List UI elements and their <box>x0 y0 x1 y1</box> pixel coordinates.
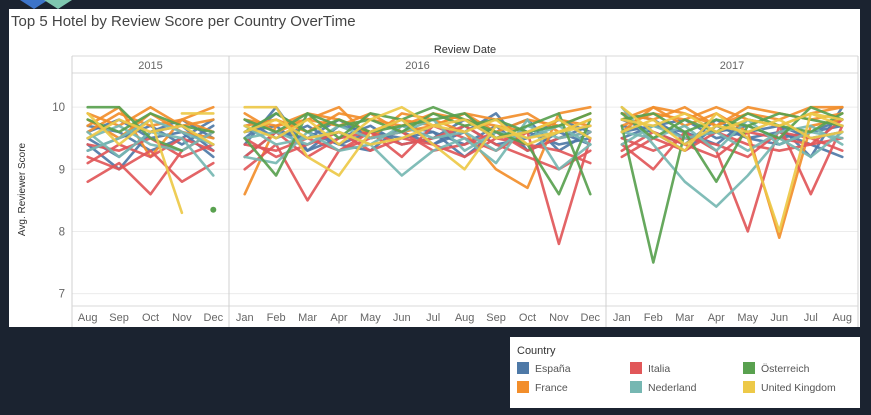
year-header-2016: 2016 <box>405 60 429 72</box>
legend-label: Österreich <box>761 363 810 375</box>
series-line <box>620 130 844 159</box>
x-tick-label: Apr <box>708 312 725 324</box>
x-tick-label: Oct <box>519 312 536 324</box>
x-tick-label: Nov <box>172 312 192 324</box>
series-line <box>86 136 215 165</box>
top-strip <box>0 0 871 9</box>
series-line <box>86 124 215 152</box>
legend-label: Nederland <box>648 382 697 394</box>
series-line <box>86 118 215 146</box>
y-tick-label: 8 <box>59 226 65 238</box>
legend-panel: Country España France Italia Nederland Ö… <box>510 337 860 408</box>
decor-triangle-teal <box>44 0 72 9</box>
legend-swatch <box>517 381 529 393</box>
series-line <box>620 118 844 146</box>
series-line <box>243 118 592 146</box>
year-header-2015: 2015 <box>138 60 162 72</box>
x-tick-label: Oct <box>142 312 159 324</box>
legend-item-nederland[interactable]: Nederland <box>630 381 696 394</box>
x-tick-label: Nov <box>549 312 569 324</box>
y-tick-label: 10 <box>52 102 65 114</box>
y-axis-label: Avg. Reviewer Score <box>17 142 28 236</box>
chart-svg: Review Date Avg. Reviewer Score 7 8 9 10 2015 A… <box>17 44 859 327</box>
series-line <box>620 124 844 152</box>
legend-label: United Kingdom <box>761 382 836 394</box>
x-tick-label: May <box>360 312 381 324</box>
x-tick-label: Jul <box>804 312 818 324</box>
x-tick-label: Sep <box>109 312 129 324</box>
chart-title: Top 5 Hotel by Review Score per Country … <box>11 13 356 30</box>
legend-swatch <box>743 381 755 393</box>
series-line <box>620 105 844 208</box>
legend-title: Country <box>517 345 556 357</box>
x-tick-label: Dec <box>581 312 601 324</box>
x-tick-label: Mar <box>298 312 317 324</box>
y-tick-label: 7 <box>59 289 65 301</box>
legend-item-france[interactable]: France <box>517 381 568 394</box>
legend-label: Italia <box>648 363 671 375</box>
x-tick-label: Jun <box>393 312 411 324</box>
legend-item-osterreich[interactable]: Österreich <box>743 362 809 375</box>
x-tick-label: Jan <box>236 312 254 324</box>
x-tick-label: Mar <box>675 312 694 324</box>
x-tick-label: Aug <box>78 312 98 324</box>
series-point <box>210 206 217 213</box>
x-tick-label: Jul <box>426 312 440 324</box>
legend-item-italia[interactable]: Italia <box>630 362 670 375</box>
x-tick-label: Aug <box>455 312 475 324</box>
legend-label: France <box>535 382 568 394</box>
series-line <box>620 112 844 134</box>
legend-swatch <box>743 362 755 374</box>
legend-swatch <box>630 381 642 393</box>
series-line <box>86 149 215 183</box>
x-tick-label: Dec <box>204 312 224 324</box>
x-tick-label: Aug <box>832 312 852 324</box>
series-line <box>620 105 844 264</box>
legend-label: España <box>535 363 571 375</box>
y-tick-label: 9 <box>59 164 65 176</box>
x-tick-label: May <box>737 312 758 324</box>
x-tick-label: Jun <box>770 312 788 324</box>
x-tick-label: Apr <box>330 312 347 324</box>
series-line <box>86 105 215 128</box>
x-tick-label: Jan <box>613 312 631 324</box>
year-header-2017: 2017 <box>720 60 744 72</box>
series-line <box>243 105 592 146</box>
series-line <box>86 112 215 134</box>
legend-item-espana[interactable]: España <box>517 362 571 375</box>
legend-swatch <box>517 362 529 374</box>
legend-item-united-kingdom[interactable]: United Kingdom <box>743 381 836 394</box>
chart-panel: Top 5 Hotel by Review Score per Country … <box>9 9 860 327</box>
x-tick-label: Feb <box>267 312 286 324</box>
x-tick-label: Sep <box>486 312 506 324</box>
legend-swatch <box>630 362 642 374</box>
decor-triangle-blue <box>20 0 48 9</box>
x-tick-label: Feb <box>644 312 663 324</box>
header-label: Review Date <box>434 44 496 56</box>
